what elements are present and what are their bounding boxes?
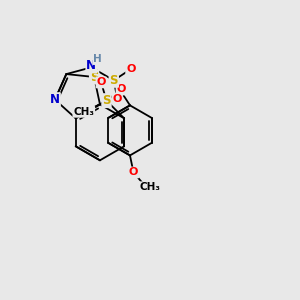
Text: O: O — [126, 64, 136, 74]
Text: N: N — [50, 93, 60, 106]
Text: H: H — [93, 54, 102, 64]
Text: CH₃: CH₃ — [73, 107, 94, 117]
Text: S: S — [102, 94, 111, 107]
Text: S: S — [110, 74, 118, 87]
Text: O: O — [129, 167, 138, 178]
Text: N: N — [86, 59, 96, 72]
Text: S: S — [90, 70, 98, 83]
Text: O: O — [116, 85, 126, 94]
Text: CH₃: CH₃ — [139, 182, 160, 192]
Text: O: O — [97, 77, 106, 87]
Text: O: O — [112, 94, 122, 103]
